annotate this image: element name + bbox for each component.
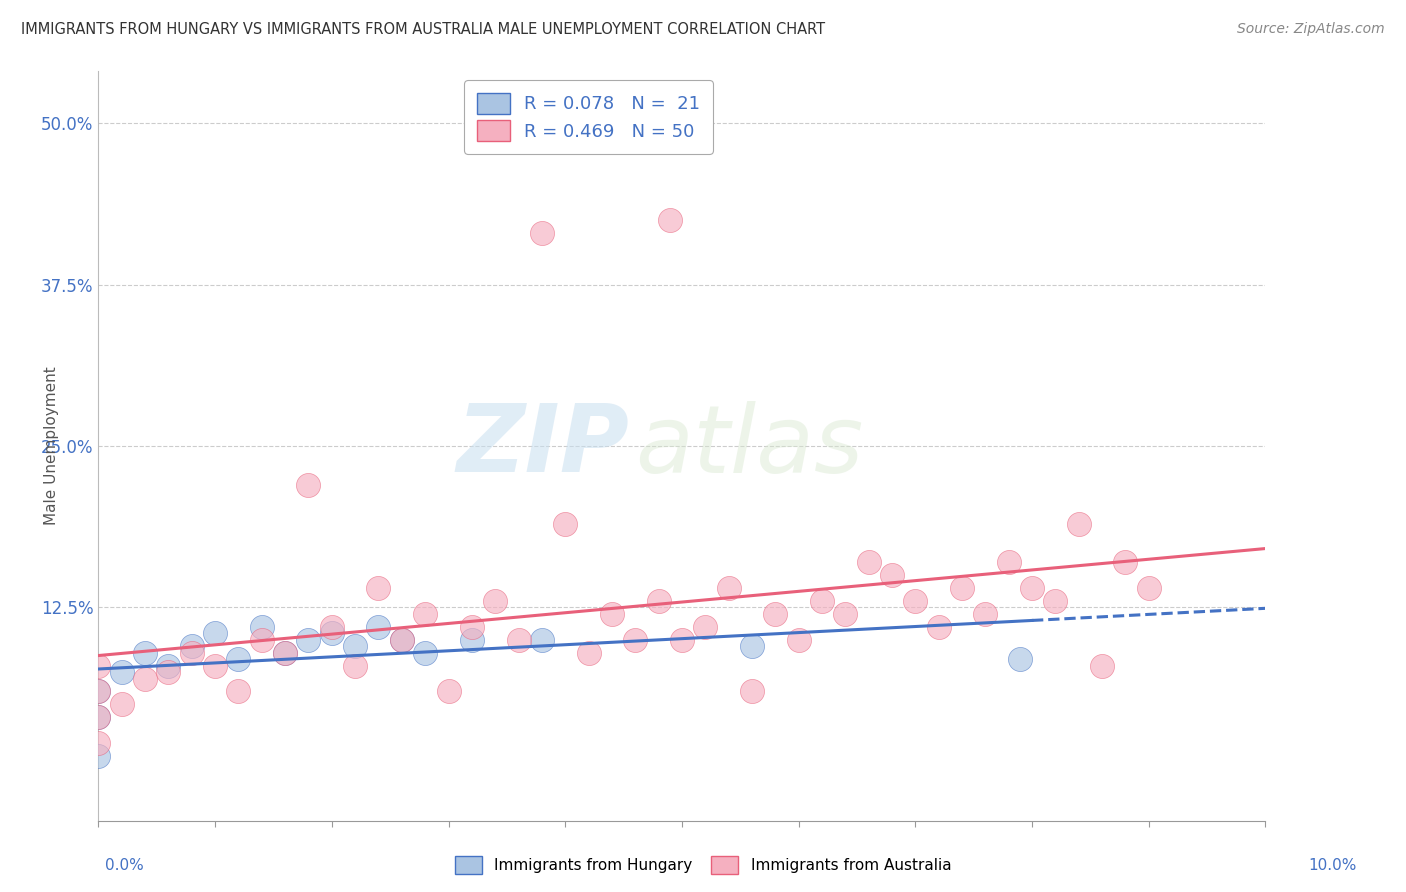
Point [250,632,273,647]
Point [204,626,226,640]
Point [87,684,110,698]
Text: Male Unemployment: Male Unemployment [44,367,59,525]
Point [344,639,367,653]
Text: ZIP: ZIP [457,400,630,492]
Point [1114,555,1136,569]
Point [321,620,343,634]
Text: IMMIGRANTS FROM HUNGARY VS IMMIGRANTS FROM AUSTRALIA MALE UNEMPLOYMENT CORRELATI: IMMIGRANTS FROM HUNGARY VS IMMIGRANTS FR… [21,22,825,37]
Point [647,594,669,608]
Point [997,555,1019,569]
Point [413,607,436,621]
Point [880,568,903,582]
Point [180,639,202,653]
Point [1045,594,1067,608]
Point [974,607,997,621]
Point [811,594,834,608]
Point [928,620,950,634]
Point [695,620,717,634]
Text: atlas: atlas [636,401,863,491]
Point [391,632,413,647]
Text: Source: ZipAtlas.com: Source: ZipAtlas.com [1237,22,1385,37]
Point [671,632,693,647]
Point [904,594,927,608]
Point [1067,516,1090,531]
Point [204,658,226,673]
Point [834,607,856,621]
Point [228,684,250,698]
Point [297,477,319,491]
Point [554,516,576,531]
Point [530,632,553,647]
Point [367,581,389,595]
Point [180,646,202,660]
Point [741,684,763,698]
Point [87,710,110,724]
Point [87,710,110,724]
Point [87,736,110,750]
Point [659,213,682,227]
Point [461,620,484,634]
Point [297,632,319,647]
Point [367,620,389,634]
Legend: R = 0.078   N =  21, R = 0.469   N = 50: R = 0.078 N = 21, R = 0.469 N = 50 [464,80,713,153]
Point [484,594,506,608]
Point [344,658,367,673]
Point [530,226,553,240]
Point [87,684,110,698]
Point [787,632,810,647]
Point [508,632,530,647]
Point [87,658,110,673]
Point [1091,658,1114,673]
Point [157,658,180,673]
Point [624,632,647,647]
Point [228,652,250,666]
Point [274,646,297,660]
Point [391,632,413,647]
Point [950,581,973,595]
Point [274,646,297,660]
Point [111,698,134,712]
Point [437,684,460,698]
Point [763,607,786,621]
Point [250,620,273,634]
Point [578,646,600,660]
Point [717,581,740,595]
Point [600,607,623,621]
Point [413,646,436,660]
Point [1137,581,1160,595]
Point [741,639,763,653]
Point [111,665,134,679]
Point [321,626,343,640]
Point [461,632,484,647]
Point [157,665,180,679]
Point [134,646,156,660]
Point [1021,581,1043,595]
Legend: Immigrants from Hungary, Immigrants from Australia: Immigrants from Hungary, Immigrants from… [449,850,957,880]
Point [858,555,880,569]
Point [87,749,110,764]
Text: 0.0%: 0.0% [105,858,145,872]
Point [1010,652,1032,666]
Text: 10.0%: 10.0% [1309,858,1357,872]
Point [134,672,156,686]
